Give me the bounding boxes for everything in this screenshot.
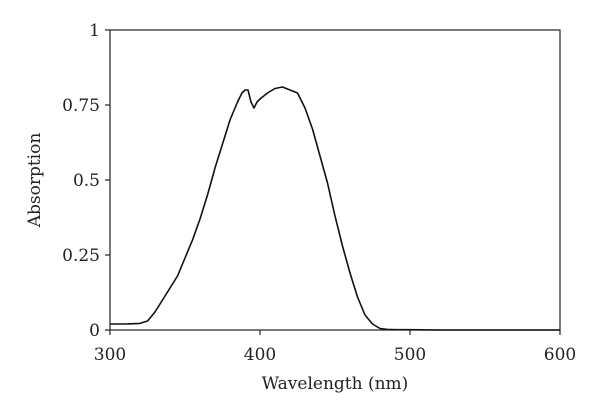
y-tick-label: 1 <box>89 21 100 41</box>
y-tick-label: 0.5 <box>73 171 100 191</box>
x-axis-label: Wavelength (nm) <box>262 374 409 394</box>
series-group <box>110 86 560 331</box>
y-tick-label: 0.75 <box>62 96 100 116</box>
y-axis-label: Absorption <box>25 133 45 229</box>
y-tick-label: 0.25 <box>62 246 100 266</box>
y-tick-label: 0 <box>89 321 100 341</box>
x-tick-label: 600 <box>544 345 576 365</box>
plot-frame <box>109 29 561 331</box>
x-tick-label: 400 <box>244 345 276 365</box>
axis-ticks: 300 400 500 600 0 0.25 0.5 0.75 1 <box>62 21 576 365</box>
absorption-series-line <box>110 86 560 331</box>
x-tick-label: 300 <box>94 345 126 365</box>
x-tick-label: 500 <box>394 345 426 365</box>
